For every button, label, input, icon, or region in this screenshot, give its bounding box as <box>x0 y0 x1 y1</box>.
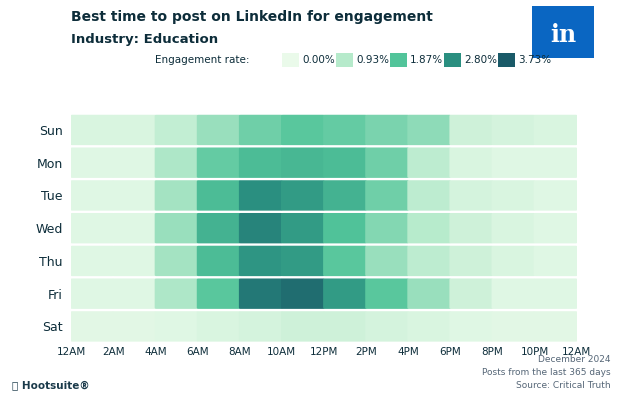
Text: Industry: Education: Industry: Education <box>71 33 218 46</box>
FancyBboxPatch shape <box>450 115 494 145</box>
FancyBboxPatch shape <box>450 311 494 342</box>
FancyBboxPatch shape <box>71 246 114 276</box>
FancyBboxPatch shape <box>71 180 114 211</box>
FancyBboxPatch shape <box>323 180 367 211</box>
FancyBboxPatch shape <box>239 246 283 276</box>
FancyBboxPatch shape <box>239 115 283 145</box>
FancyBboxPatch shape <box>534 180 577 211</box>
FancyBboxPatch shape <box>113 115 156 145</box>
FancyBboxPatch shape <box>197 246 241 276</box>
Text: in: in <box>550 23 576 47</box>
FancyBboxPatch shape <box>450 180 494 211</box>
FancyBboxPatch shape <box>534 115 577 145</box>
FancyBboxPatch shape <box>71 311 114 342</box>
FancyBboxPatch shape <box>113 180 156 211</box>
FancyBboxPatch shape <box>281 278 325 309</box>
FancyBboxPatch shape <box>113 246 156 276</box>
FancyBboxPatch shape <box>492 147 535 178</box>
Text: 0.00%: 0.00% <box>302 55 335 65</box>
Text: Engagement rate:: Engagement rate: <box>155 55 249 65</box>
FancyBboxPatch shape <box>239 278 283 309</box>
FancyBboxPatch shape <box>71 278 114 309</box>
Text: 🦉 Hootsuite®: 🦉 Hootsuite® <box>12 380 90 390</box>
FancyBboxPatch shape <box>365 311 409 342</box>
FancyBboxPatch shape <box>534 311 577 342</box>
FancyBboxPatch shape <box>154 311 198 342</box>
FancyBboxPatch shape <box>365 115 409 145</box>
FancyBboxPatch shape <box>154 147 198 178</box>
FancyBboxPatch shape <box>113 213 156 243</box>
FancyBboxPatch shape <box>281 246 325 276</box>
Text: 1.87%: 1.87% <box>410 55 443 65</box>
FancyBboxPatch shape <box>239 180 283 211</box>
FancyBboxPatch shape <box>197 147 241 178</box>
FancyBboxPatch shape <box>323 115 367 145</box>
FancyBboxPatch shape <box>154 213 198 243</box>
FancyBboxPatch shape <box>365 147 409 178</box>
FancyBboxPatch shape <box>323 147 367 178</box>
FancyBboxPatch shape <box>113 147 156 178</box>
FancyBboxPatch shape <box>492 213 535 243</box>
FancyBboxPatch shape <box>365 180 409 211</box>
Text: Best time to post on LinkedIn for engagement: Best time to post on LinkedIn for engage… <box>71 10 433 24</box>
FancyBboxPatch shape <box>365 213 409 243</box>
Text: 3.73%: 3.73% <box>518 55 551 65</box>
FancyBboxPatch shape <box>323 213 367 243</box>
FancyBboxPatch shape <box>154 115 198 145</box>
FancyBboxPatch shape <box>407 115 451 145</box>
FancyBboxPatch shape <box>71 115 114 145</box>
FancyBboxPatch shape <box>154 180 198 211</box>
FancyBboxPatch shape <box>534 246 577 276</box>
FancyBboxPatch shape <box>492 115 535 145</box>
FancyBboxPatch shape <box>281 115 325 145</box>
FancyBboxPatch shape <box>492 180 535 211</box>
Text: December 2024
Posts from the last 365 days
Source: Critical Truth: December 2024 Posts from the last 365 da… <box>482 355 611 390</box>
FancyBboxPatch shape <box>323 278 367 309</box>
FancyBboxPatch shape <box>323 246 367 276</box>
FancyBboxPatch shape <box>534 213 577 243</box>
FancyBboxPatch shape <box>365 278 409 309</box>
FancyBboxPatch shape <box>239 311 283 342</box>
FancyBboxPatch shape <box>197 115 241 145</box>
FancyBboxPatch shape <box>197 180 241 211</box>
FancyBboxPatch shape <box>407 311 451 342</box>
FancyBboxPatch shape <box>71 147 114 178</box>
FancyBboxPatch shape <box>534 278 577 309</box>
FancyBboxPatch shape <box>239 147 283 178</box>
FancyBboxPatch shape <box>407 147 451 178</box>
FancyBboxPatch shape <box>450 213 494 243</box>
FancyBboxPatch shape <box>492 246 535 276</box>
FancyBboxPatch shape <box>450 278 494 309</box>
Text: 2.80%: 2.80% <box>464 55 497 65</box>
FancyBboxPatch shape <box>407 213 451 243</box>
FancyBboxPatch shape <box>450 147 494 178</box>
FancyBboxPatch shape <box>239 213 283 243</box>
FancyBboxPatch shape <box>407 180 451 211</box>
FancyBboxPatch shape <box>113 278 156 309</box>
FancyBboxPatch shape <box>407 246 451 276</box>
FancyBboxPatch shape <box>281 147 325 178</box>
FancyBboxPatch shape <box>492 311 535 342</box>
FancyBboxPatch shape <box>365 246 409 276</box>
FancyBboxPatch shape <box>407 278 451 309</box>
FancyBboxPatch shape <box>197 311 241 342</box>
FancyBboxPatch shape <box>154 246 198 276</box>
FancyBboxPatch shape <box>450 246 494 276</box>
FancyBboxPatch shape <box>281 213 325 243</box>
FancyBboxPatch shape <box>113 311 156 342</box>
Text: 0.93%: 0.93% <box>356 55 389 65</box>
FancyBboxPatch shape <box>197 213 241 243</box>
FancyBboxPatch shape <box>534 147 577 178</box>
FancyBboxPatch shape <box>71 213 114 243</box>
FancyBboxPatch shape <box>281 180 325 211</box>
FancyBboxPatch shape <box>323 311 367 342</box>
FancyBboxPatch shape <box>154 278 198 309</box>
FancyBboxPatch shape <box>197 278 241 309</box>
FancyBboxPatch shape <box>492 278 535 309</box>
FancyBboxPatch shape <box>281 311 325 342</box>
